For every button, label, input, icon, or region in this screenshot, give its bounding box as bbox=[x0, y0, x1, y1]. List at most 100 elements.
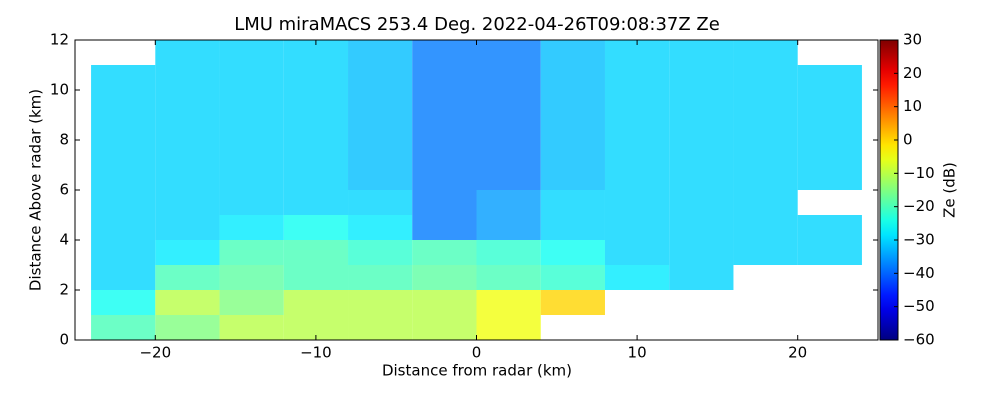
heat-cell bbox=[540, 140, 605, 165]
y-tick-label: 2 bbox=[59, 281, 69, 299]
colorbar-tick-label: −60 bbox=[903, 331, 935, 349]
heat-cell bbox=[348, 65, 413, 90]
y-tick-label: 8 bbox=[59, 131, 69, 149]
heat-cell bbox=[283, 140, 349, 165]
heat-cell bbox=[91, 190, 156, 215]
heat-cell bbox=[540, 65, 605, 90]
heat-cell bbox=[91, 315, 156, 340]
y-axis-label: Distance Above radar (km) bbox=[27, 89, 45, 291]
heat-cell bbox=[412, 165, 477, 190]
heat-cell bbox=[733, 115, 798, 140]
heat-cell bbox=[797, 215, 862, 240]
colorbar-tick-label: −30 bbox=[903, 231, 935, 249]
heat-cell bbox=[155, 290, 220, 315]
heat-cell bbox=[540, 90, 605, 115]
heat-cell bbox=[669, 215, 734, 240]
heat-cell bbox=[797, 90, 862, 115]
heat-cell bbox=[733, 65, 798, 90]
heat-cell bbox=[348, 240, 413, 265]
heat-cell bbox=[283, 115, 349, 140]
heat-cell bbox=[348, 90, 413, 115]
heat-cell bbox=[604, 240, 670, 265]
heat-cell bbox=[91, 140, 156, 165]
colorbar-tick-label: 10 bbox=[903, 97, 922, 115]
colorbar-tick-label: −50 bbox=[903, 297, 935, 315]
heat-cell bbox=[476, 65, 541, 90]
heat-cell bbox=[797, 115, 862, 140]
heat-cell bbox=[733, 190, 798, 215]
heat-cell bbox=[604, 115, 670, 140]
heat-cell bbox=[219, 315, 284, 340]
y-tick-label: 10 bbox=[50, 81, 69, 99]
heat-cell bbox=[283, 90, 349, 115]
heat-cell bbox=[155, 190, 220, 215]
heat-cell bbox=[155, 140, 220, 165]
x-tick-label: −10 bbox=[300, 344, 332, 362]
y-tick-label: 0 bbox=[59, 331, 69, 349]
heat-cell bbox=[155, 165, 220, 190]
heat-cell bbox=[91, 165, 156, 190]
heat-cell bbox=[733, 215, 798, 240]
heat-cell bbox=[219, 240, 284, 265]
x-tick-label: 0 bbox=[472, 344, 482, 362]
heat-cell bbox=[604, 90, 670, 115]
heat-cell bbox=[476, 140, 541, 165]
heat-cell bbox=[669, 165, 734, 190]
heat-cell bbox=[797, 140, 862, 165]
heat-cell bbox=[348, 215, 413, 240]
heat-cell bbox=[540, 240, 605, 265]
heat-cell bbox=[669, 240, 734, 265]
heat-cell bbox=[412, 240, 477, 265]
heat-cell bbox=[476, 215, 541, 240]
heat-cell bbox=[91, 215, 156, 240]
heat-cell bbox=[604, 265, 670, 290]
heat-cell bbox=[412, 40, 477, 65]
heat-cell bbox=[283, 215, 349, 240]
heat-cell bbox=[669, 140, 734, 165]
heat-cell bbox=[155, 65, 220, 90]
heat-cell bbox=[219, 215, 284, 240]
heat-cell bbox=[412, 290, 477, 315]
heat-cell bbox=[283, 265, 349, 290]
colorbar-tick-label: 30 bbox=[903, 31, 922, 49]
heat-cell bbox=[155, 115, 220, 140]
heat-cell bbox=[412, 65, 477, 90]
heat-cell bbox=[476, 115, 541, 140]
heat-cell bbox=[797, 240, 862, 265]
y-tick-label: 6 bbox=[59, 181, 69, 199]
heat-cell bbox=[91, 115, 156, 140]
heat-cell bbox=[219, 65, 284, 90]
heat-cell bbox=[283, 65, 349, 90]
heat-cell bbox=[540, 40, 605, 65]
heat-cell bbox=[155, 215, 220, 240]
heat-cell bbox=[219, 165, 284, 190]
heat-cell bbox=[283, 190, 349, 215]
heat-cell bbox=[155, 90, 220, 115]
heat-cell bbox=[283, 290, 349, 315]
heat-cell bbox=[91, 265, 156, 290]
heat-cell bbox=[348, 115, 413, 140]
heat-cell bbox=[348, 265, 413, 290]
heat-cell bbox=[155, 265, 220, 290]
heat-cell bbox=[669, 90, 734, 115]
heat-cell bbox=[669, 115, 734, 140]
heat-cell bbox=[669, 65, 734, 90]
heat-cell bbox=[604, 165, 670, 190]
heat-cell bbox=[604, 190, 670, 215]
colorbar-label: Ze (dB) bbox=[941, 162, 959, 218]
heat-cell bbox=[540, 265, 605, 290]
colorbar-tick-label: 20 bbox=[903, 64, 922, 82]
heat-cell bbox=[91, 290, 156, 315]
colorbar-tick-label: −10 bbox=[903, 164, 935, 182]
heat-cell bbox=[155, 315, 220, 340]
heat-cell bbox=[219, 265, 284, 290]
heat-cell bbox=[669, 40, 734, 65]
heat-cell bbox=[412, 215, 477, 240]
heat-cell bbox=[348, 315, 413, 340]
heat-cell bbox=[283, 240, 349, 265]
heat-cell bbox=[348, 290, 413, 315]
heat-cell bbox=[733, 240, 798, 265]
heat-cell bbox=[669, 190, 734, 215]
heat-cell bbox=[604, 140, 670, 165]
